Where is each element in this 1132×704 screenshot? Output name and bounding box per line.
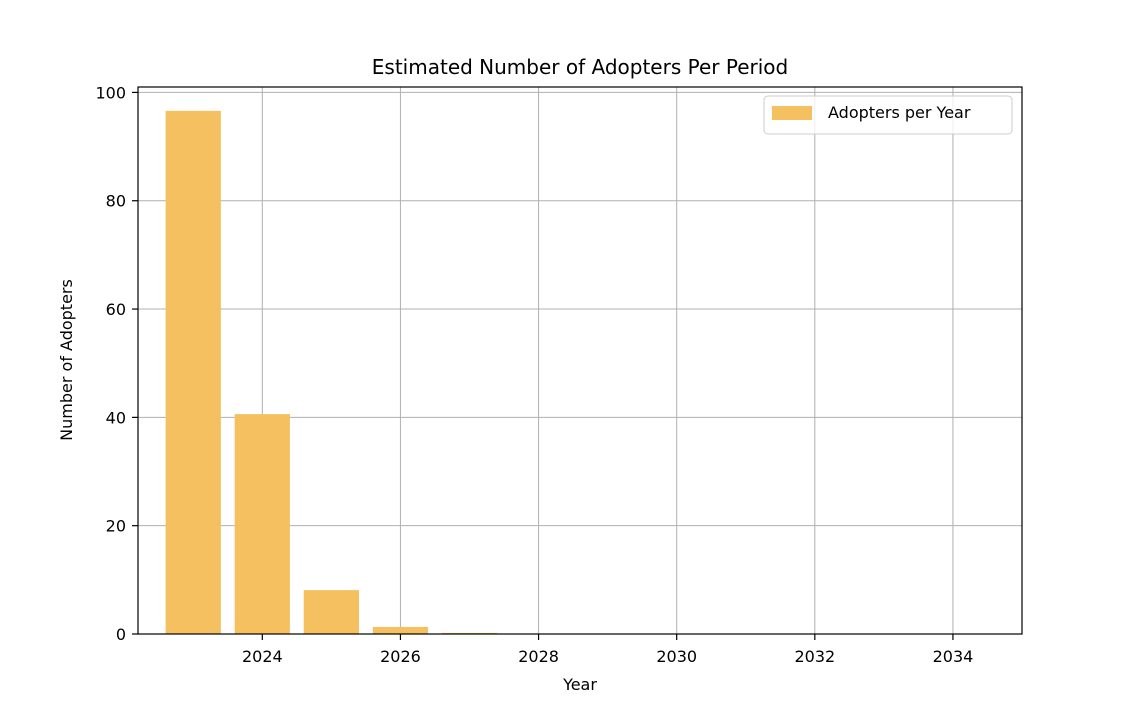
y-tick-label: 40 [106,408,126,427]
y-tick-label: 60 [106,300,126,319]
bars [165,110,567,634]
legend-swatch [772,106,812,120]
legend-label: Adopters per Year [828,103,971,122]
x-tick-label: 2024 [242,647,283,666]
legend: Adopters per Year [763,95,1013,135]
x-tick-label: 2026 [380,647,421,666]
plot-area-frame [137,86,1023,635]
y-tick-label: 80 [106,192,126,211]
y-tick-label: 20 [106,517,126,536]
x-axis-label: Year [562,675,597,694]
x-tick-label: 2032 [794,647,835,666]
bar [303,590,359,634]
x-tick-label: 2030 [656,647,697,666]
bar [165,110,221,634]
x-tick-label: 2028 [518,647,559,666]
y-tick-label: 0 [116,625,126,644]
legend-frame [763,95,1013,135]
bar [372,626,429,634]
y-axis-label: Number of Adopters [57,279,76,441]
y-tick-label: 100 [95,83,126,102]
chart-title: Estimated Number of Adopters Per Period [372,55,788,79]
bar [234,414,290,634]
ticks: 2024 2026 2028 2030 2032 2034 0 20 40 60 80 100 [95,83,973,666]
x-tick-label: 2034 [933,647,974,666]
